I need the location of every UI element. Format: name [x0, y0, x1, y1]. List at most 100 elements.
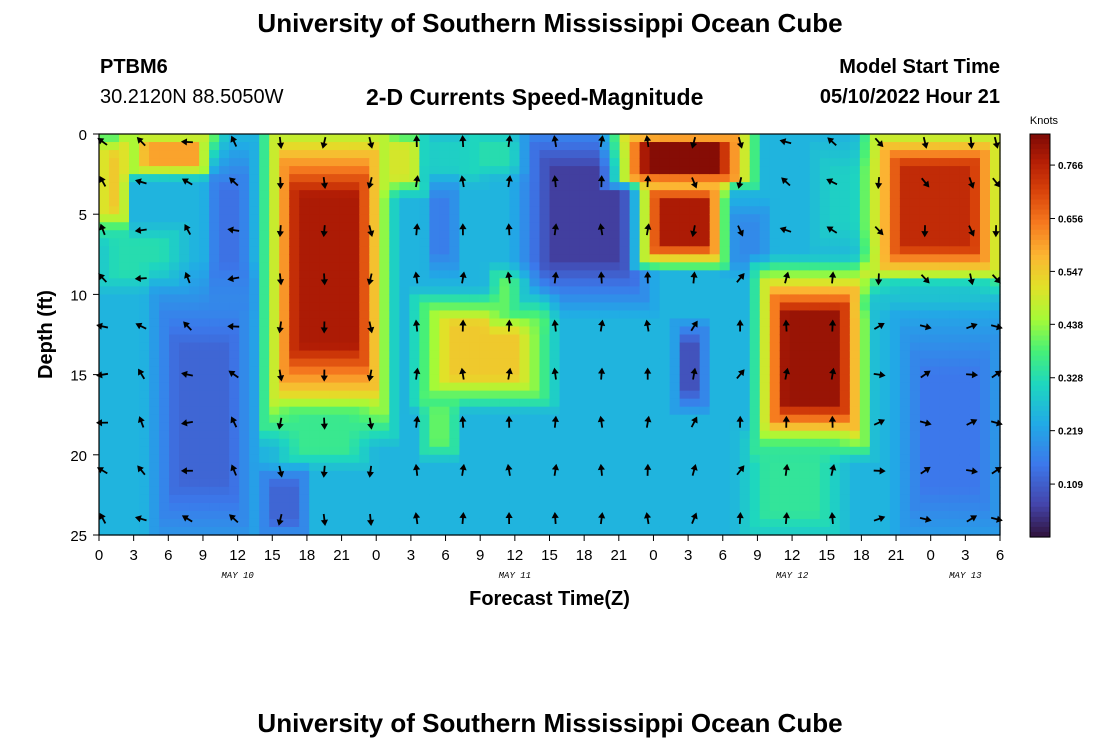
heatmap-cell — [629, 366, 641, 376]
heatmap-cell — [159, 422, 170, 432]
heatmap-cell — [459, 150, 471, 159]
heatmap-cell — [929, 470, 941, 480]
heatmap-cell — [369, 294, 380, 304]
heatmap-cell — [819, 478, 831, 488]
colorbar-segment — [1030, 345, 1050, 352]
heatmap-cell — [849, 374, 861, 384]
colorbar-segment — [1030, 426, 1050, 432]
colorbar-segment — [1030, 496, 1050, 503]
heatmap-cell — [139, 174, 150, 183]
heatmap-cell — [929, 358, 941, 368]
heatmap-cell — [529, 342, 541, 352]
heatmap-cell — [809, 454, 821, 464]
heatmap-cell — [389, 334, 400, 344]
heatmap-cell — [869, 470, 881, 480]
heatmap-cell — [449, 262, 460, 271]
heatmap-cell — [419, 478, 430, 488]
heatmap-cell — [739, 326, 751, 336]
heatmap-cell — [979, 150, 991, 159]
heatmap-cell — [679, 150, 691, 159]
heatmap-cell — [519, 246, 531, 255]
heatmap-cell — [179, 342, 190, 352]
heatmap-cell — [109, 302, 120, 312]
heatmap-cell — [989, 326, 1001, 336]
heatmap-cell — [169, 262, 180, 271]
heatmap-cell — [119, 262, 130, 271]
heatmap-cell — [179, 470, 190, 480]
heatmap-cell — [869, 158, 881, 167]
heatmap-cell — [839, 470, 851, 480]
heatmap-cell — [879, 526, 891, 536]
heatmap-cell — [469, 334, 481, 344]
heatmap-cell — [309, 310, 320, 320]
heatmap-cell — [489, 422, 501, 432]
heatmap-cell — [309, 486, 320, 496]
current-arrow — [459, 415, 467, 428]
heatmap-cell — [519, 382, 531, 392]
heatmap-cell — [289, 302, 300, 312]
heatmap-cell — [219, 294, 230, 304]
heatmap-cell — [749, 246, 761, 255]
heatmap-cell — [629, 422, 641, 432]
heatmap-cell — [849, 278, 861, 287]
heatmap-cell — [339, 238, 350, 247]
heatmap-cell — [439, 174, 450, 183]
heatmap-cell — [589, 526, 601, 536]
heatmap-cell — [419, 390, 430, 400]
heatmap-cell — [599, 518, 611, 528]
heatmap-cell — [379, 414, 390, 424]
x-axis: 0 3 6 9 12 15 18 21 0 3 6 9 12 15 18 21 0 3 6 9 12 15 18 21 0 3 6M… — [95, 535, 1004, 610]
heatmap-cell — [789, 174, 801, 183]
heatmap-cell — [629, 182, 641, 191]
heatmap-cell — [329, 334, 340, 344]
heatmap-cell — [159, 374, 170, 384]
heatmap-cell — [669, 166, 681, 175]
heatmap-cell — [549, 382, 561, 392]
heatmap-cell — [699, 294, 711, 304]
heatmap-cell — [579, 478, 591, 488]
heatmap-cell — [279, 510, 290, 520]
heatmap-cell — [569, 174, 581, 183]
heatmap-cell — [599, 390, 611, 400]
colorbar-segment — [1030, 194, 1050, 201]
heatmap-cell — [439, 286, 450, 295]
heatmap-cell — [789, 214, 801, 223]
heatmap-cell — [789, 142, 801, 151]
heatmap-cell — [839, 286, 851, 295]
heatmap-cell — [319, 438, 330, 448]
heatmap-cell — [209, 174, 220, 183]
heatmap-cell — [919, 510, 931, 520]
heatmap-cell — [789, 510, 801, 520]
heatmap-cell — [489, 390, 501, 400]
heatmap-cell — [339, 254, 350, 263]
heatmap-cell — [249, 158, 260, 167]
heatmap-cell — [189, 526, 200, 536]
heatmap-cell — [749, 486, 761, 496]
heatmap-cell — [909, 222, 921, 231]
heatmap-cell — [239, 174, 250, 183]
heatmap-cell — [929, 478, 941, 488]
heatmap-cell — [939, 406, 951, 416]
heatmap-cell — [839, 246, 851, 255]
heatmap-cell — [329, 470, 340, 480]
heatmap-cell — [679, 302, 691, 312]
heatmap-cell — [879, 486, 891, 496]
heatmap-cell — [139, 286, 150, 295]
heatmap-cell — [819, 454, 831, 464]
heatmap-cell — [989, 286, 1001, 295]
heatmap-cell — [969, 422, 981, 432]
heatmap-cell — [449, 198, 460, 207]
heatmap-cell — [919, 494, 931, 504]
heatmap-cell — [669, 254, 681, 263]
heatmap-cell — [299, 246, 310, 255]
heatmap-cell — [629, 390, 641, 400]
heatmap-cell — [729, 350, 741, 360]
heatmap-cell — [199, 334, 210, 344]
heatmap-cell — [269, 390, 280, 400]
heatmap-cell — [979, 318, 991, 328]
heatmap-cell — [149, 182, 160, 191]
heatmap-cell — [149, 510, 160, 520]
heatmap-cell — [149, 350, 160, 360]
heatmap-cell — [209, 238, 220, 247]
heatmap-cell — [519, 318, 531, 328]
